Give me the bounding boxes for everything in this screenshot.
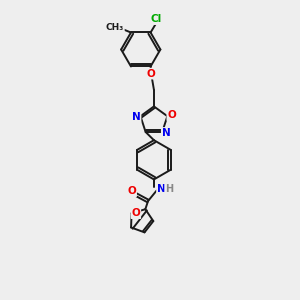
Text: O: O: [128, 186, 136, 196]
Text: CH₃: CH₃: [106, 23, 124, 32]
Text: Cl: Cl: [151, 14, 162, 24]
Text: N: N: [132, 112, 140, 122]
Text: H: H: [165, 184, 173, 194]
Text: N: N: [162, 128, 170, 138]
Text: O: O: [146, 69, 155, 79]
Text: O: O: [131, 208, 140, 218]
Text: N: N: [157, 184, 166, 194]
Text: O: O: [167, 110, 176, 120]
